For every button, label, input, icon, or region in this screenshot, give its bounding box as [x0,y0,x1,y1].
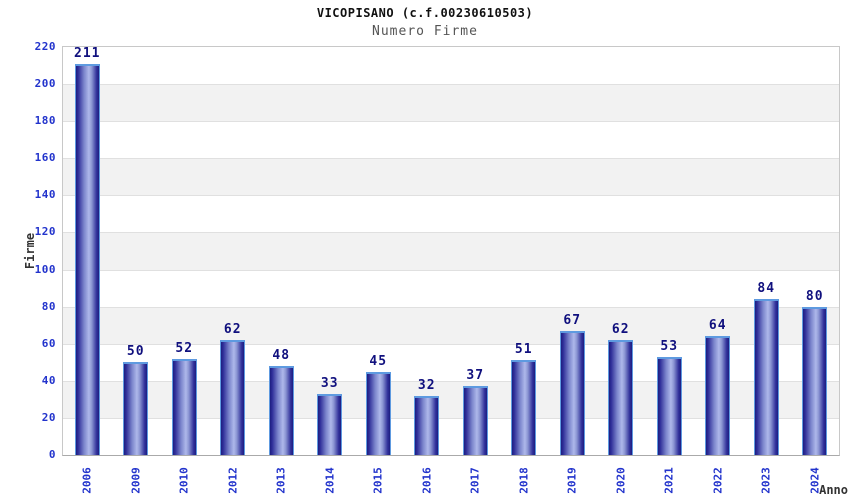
bar-value-label: 80 [805,289,824,304]
x-tick-label: 2020 [614,467,628,494]
y-tick-label: 40 [41,373,56,387]
chart-title: VICOPISANO (c.f.00230610503) [316,6,534,20]
bar [802,307,828,455]
y-tick-label: 60 [41,336,56,350]
bar [74,64,100,455]
x-tick-label: 2015 [371,467,385,494]
x-tick-label: 2021 [662,467,676,494]
x-tick-label: 2019 [565,467,579,494]
plot-band [63,84,839,122]
bar [656,357,682,455]
x-tick-label: 2017 [468,467,482,494]
plot-band [63,47,839,85]
bar [317,394,343,455]
plot-area: 211 50 52 62 48 33 45 32 37 51 67 62 53 64 84 80 [62,46,840,456]
gridline [63,343,839,345]
bar-value-label: 45 [369,354,388,369]
x-tick-label: 2014 [323,467,337,494]
bar-value-label: 62 [611,322,630,337]
x-tick-label: 2013 [274,467,288,494]
plot-band [63,121,839,159]
bar-value-label: 37 [466,368,485,383]
gridline [63,195,839,197]
y-axis-labels: 0 20 40 60 80 100 120 140 160 180 200 220 [0,40,56,461]
chart-subtitle: Numero Firme [372,24,478,39]
bar [123,362,149,455]
gridline [63,158,839,160]
bar [171,359,197,455]
plot-band [63,232,839,270]
gridline [63,306,839,308]
y-axis-title: Firme [23,232,37,270]
y-tick-label: 200 [34,77,56,91]
x-tick-label: 2006 [80,467,94,494]
bar [220,340,246,455]
y-tick-label: 80 [41,299,56,313]
bar [559,331,585,455]
plot-band [63,269,839,307]
x-axis-labels: 2006 2009 2010 2012 2013 2014 2015 2016 2017 2018… [63,458,839,500]
bar-value-label: 84 [757,281,776,296]
plot-band [63,195,839,233]
gridline [63,121,839,123]
bar-value-label: 64 [708,318,727,333]
bar-value-label: 53 [660,339,679,354]
x-tick-label: 2023 [759,467,773,494]
bar-value-label: 33 [320,376,339,391]
bar-value-label: 48 [272,348,291,363]
bar [268,366,294,455]
y-tick-label: 140 [34,188,56,202]
y-tick-label: 160 [34,151,56,165]
bar-value-label: 32 [417,378,436,393]
y-tick-label: 100 [34,262,56,276]
x-tick-label: 2022 [711,467,725,494]
bar [511,360,537,455]
bar [462,386,488,455]
bar [705,336,731,455]
plot-band [63,158,839,196]
x-tick-label: 2010 [177,467,191,494]
bar-value-label: 62 [223,322,242,337]
gridline [63,84,839,86]
x-tick-label: 2018 [517,467,531,494]
x-tick-label: 2012 [226,467,240,494]
gridline [63,417,839,419]
y-tick-label: 220 [34,40,56,53]
x-axis-title: Anno [819,483,848,497]
y-tick-label: 120 [34,225,56,239]
gridline [63,232,839,234]
x-tick-label: 2016 [420,467,434,494]
bar [414,396,440,455]
bar [365,372,391,455]
bar [608,340,634,455]
y-tick-label: 180 [34,114,56,128]
bar-value-label: 51 [514,342,533,357]
gridline [63,269,839,271]
bar-value-label: 211 [74,46,101,61]
x-tick-label: 2009 [129,467,143,494]
bar-value-label: 67 [563,313,582,328]
bar [753,299,779,455]
y-tick-label: 0 [48,448,56,461]
bar-value-label: 50 [126,344,145,359]
gridline [63,380,839,382]
bar-value-label: 52 [175,341,194,356]
y-tick-label: 20 [41,410,56,424]
